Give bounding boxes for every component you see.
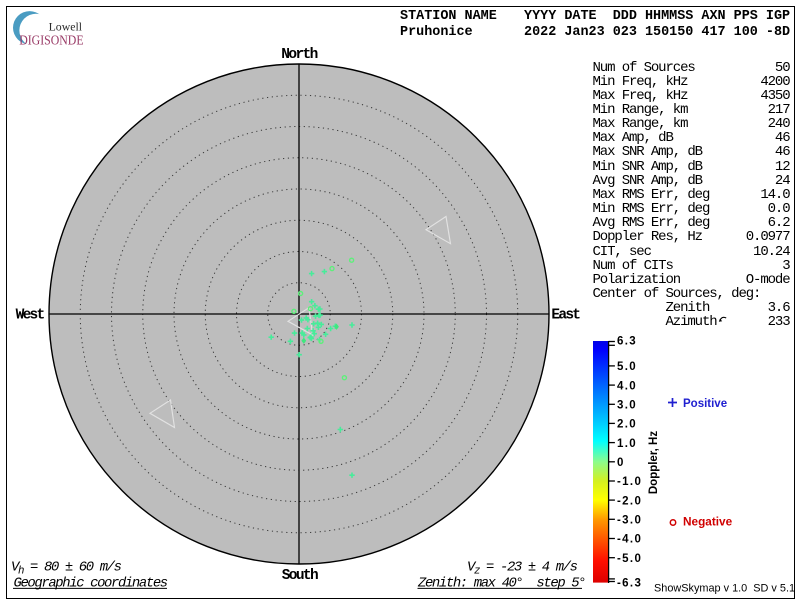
svg-text:-5.0: -5.0 [617,553,642,565]
svg-text:South: South [282,568,319,584]
svg-text:4.0: 4.0 [617,380,637,392]
svg-text:East: East [551,307,581,323]
svg-text:5.0: 5.0 [617,361,637,373]
svg-text:West: West [16,307,46,323]
svg-text:3.0: 3.0 [617,400,637,412]
svg-text:ShowSkymap v 1.0 SD v 5.1: ShowSkymap v 1.0 SD v 5.1 [654,583,795,595]
svg-text:6.3: 6.3 [617,336,637,348]
svg-text:2.0: 2.0 [617,419,637,431]
svg-text:DIGISONDE: DIGISONDE [19,32,83,48]
svg-text:Geographic coordinates: Geographic coordinates [14,576,168,592]
svg-text:-1.0: -1.0 [617,476,642,488]
svg-text:Vh = 80 ± 60 m/s: Vh = 80 ± 60 m/s [11,559,122,577]
svg-text:-4.0: -4.0 [617,534,642,546]
svg-text:Negative: Negative [683,515,733,529]
svg-text:-3.0: -3.0 [617,515,642,527]
svg-text:-2.0: -2.0 [617,495,642,507]
svg-text:North: North [281,47,318,63]
svg-text:Lowell: Lowell [49,20,83,34]
svg-text:-6.3: -6.3 [617,577,642,589]
svg-text:Zenith: max 40° step 5°: Zenith: max 40° step 5° [417,576,585,592]
svg-text:Positive: Positive [683,398,727,410]
svg-text:1.0: 1.0 [617,438,637,450]
svg-text:0: 0 [617,457,625,469]
svg-text:Vz = -23 ± 4 m/s: Vz = -23 ± 4 m/s [467,559,578,577]
svg-text:Doppler, Hz: Doppler, Hz [648,431,660,495]
